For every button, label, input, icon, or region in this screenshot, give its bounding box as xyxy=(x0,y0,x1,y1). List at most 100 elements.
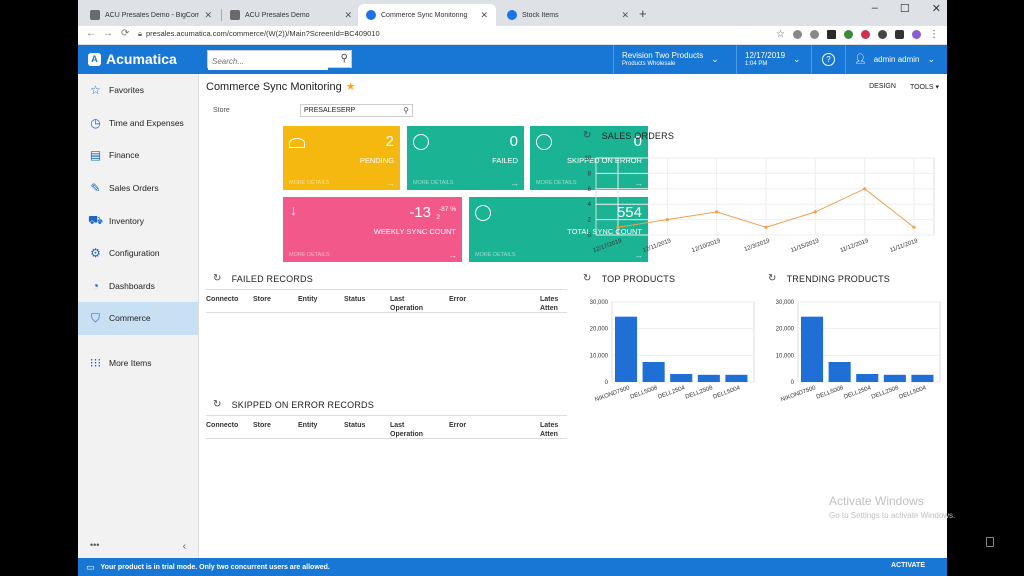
sidebar-item-favorites[interactable]: ☆ Favorites xyxy=(78,74,198,107)
column-header[interactable]: Status xyxy=(344,296,366,303)
close-tab-icon[interactable]: ✕ xyxy=(344,9,352,20)
bigcommerce-favicon-icon xyxy=(90,10,100,20)
forward-icon[interactable]: → xyxy=(103,28,113,39)
menu-kebab-icon[interactable]: ⋮ xyxy=(929,29,939,40)
more-options-icon[interactable]: ••• xyxy=(90,540,100,550)
data-point xyxy=(912,225,916,229)
y-tick-label: 10 xyxy=(584,156,591,162)
address-bar: ← → ⟳ 🔒︎ presales.acumatica.com/commerce/… xyxy=(78,26,947,45)
maximize-icon[interactable]: ☐ xyxy=(899,3,910,15)
pending-tile[interactable]: 2 PENDING MORE DETAILS → xyxy=(283,126,400,190)
y-tick-label: 0 xyxy=(605,380,609,386)
search-icon[interactable]: ⚲ xyxy=(340,53,348,64)
refresh-icon[interactable]: ↻ xyxy=(583,273,592,284)
refresh-icon[interactable]: ↻ xyxy=(583,130,592,141)
tab-presales-demo[interactable]: ACU Presales Demo ✕ xyxy=(222,4,360,26)
help-button[interactable]: ? xyxy=(811,45,845,74)
back-icon[interactable]: ← xyxy=(86,28,96,39)
y-tick-label: 6 xyxy=(588,187,592,193)
refresh-icon[interactable]: ↻ xyxy=(213,399,222,410)
sidebar-item-finance[interactable]: ▤ Finance xyxy=(89,148,140,163)
failed-tile[interactable]: 0 FAILED MORE DETAILS → xyxy=(407,126,524,190)
alarm-clock-icon xyxy=(413,134,429,150)
date-selector[interactable]: 12/17/2019 1:04 PM ⌄ xyxy=(736,45,811,74)
column-header[interactable]: Lates Atten xyxy=(540,296,559,312)
x-tick-label: DELL5004 xyxy=(898,385,927,401)
store-selector[interactable]: PRESALESERP ⚲ xyxy=(300,104,413,117)
tab-commerce-sync[interactable]: Commerce Sync Monitoring ✕ xyxy=(358,4,496,26)
bar xyxy=(725,374,748,382)
sidebar-item-sales-orders[interactable]: ✎ Sales Orders xyxy=(78,172,198,205)
column-header[interactable]: Connecto xyxy=(206,296,239,303)
user-menu[interactable]: 👤︎ admin admin ⌄ xyxy=(845,45,947,74)
sidebar-item-configuration[interactable]: ⚙ Configuration xyxy=(78,237,198,270)
extension-icon[interactable] xyxy=(810,30,819,39)
column-header[interactable]: Entity xyxy=(298,422,318,429)
extension-icon[interactable] xyxy=(844,30,853,39)
x-tick-label: DELL2504 xyxy=(657,385,686,401)
close-window-icon[interactable]: ✕ xyxy=(931,3,941,15)
search-icon[interactable]: ⚲ xyxy=(403,106,409,115)
search-input[interactable] xyxy=(208,53,328,70)
profile-avatar-icon[interactable] xyxy=(912,30,921,39)
refresh-icon[interactable]: ↻ xyxy=(768,273,777,284)
reload-icon[interactable]: ⟳ xyxy=(121,28,130,39)
basket-icon: ⛉ xyxy=(90,310,100,325)
extension-icon[interactable] xyxy=(861,30,870,39)
tab-bigcommerce[interactable]: ACU Presales Demo - BigComm ✕ xyxy=(82,4,220,26)
column-header[interactable]: Error xyxy=(449,422,467,429)
alarm-clock-icon xyxy=(536,134,552,150)
acumatica-logo[interactable]: A Acumatica xyxy=(88,51,177,67)
column-header[interactable]: Lates Atten xyxy=(540,422,559,438)
extension-icon[interactable] xyxy=(878,30,887,39)
gear-icon: ⚙ xyxy=(90,246,101,261)
weekly-sync-tile[interactable]: ↓ -13 -87 % 2 WEEKLY SYNC COUNT MORE DET… xyxy=(283,197,462,262)
collapse-sidebar-icon[interactable]: ‹ xyxy=(182,541,186,552)
close-tab-icon[interactable]: ✕ xyxy=(621,9,629,20)
sidebar-item-time-and-expenses[interactable]: ◷ Time and Expenses xyxy=(78,107,198,140)
sidebar-item-commerce[interactable]: ⛉ Commerce xyxy=(78,302,198,335)
column-header[interactable]: Store xyxy=(253,296,271,303)
extension-icon[interactable] xyxy=(827,30,836,39)
design-button[interactable]: DESIGN xyxy=(869,83,896,90)
close-tab-icon[interactable]: ✕ xyxy=(204,9,212,20)
sidebar-item-dashboards[interactable]: ◔ Dashboards xyxy=(78,270,198,303)
y-tick-label: 8 xyxy=(588,171,592,177)
notification-icon[interactable] xyxy=(986,537,994,547)
favorite-star-icon[interactable]: ★ xyxy=(345,81,356,93)
column-header[interactable]: Error xyxy=(449,296,467,303)
column-header[interactable]: Last Operation xyxy=(390,296,424,312)
tab-stock-items[interactable]: Stock Items ✕ xyxy=(499,4,637,26)
refresh-icon[interactable]: ↻ xyxy=(213,273,222,284)
top-products-title: ↻ TOP PRODUCTS xyxy=(583,273,676,284)
lock-icon: 🔒︎ xyxy=(138,29,142,38)
extension-icon[interactable] xyxy=(793,30,802,39)
column-header[interactable]: Connecto xyxy=(206,422,239,429)
y-tick-label: 30,000 xyxy=(590,300,609,306)
page-title: Commerce Sync Monitoring ★ xyxy=(206,81,356,93)
global-search: ⚲ xyxy=(207,50,352,70)
bookmark-star-icon[interactable]: ☆ xyxy=(776,29,785,40)
app-header: A Acumatica ⚲ Revision Two Products Prod… xyxy=(78,45,947,74)
truck-icon: ⛟ xyxy=(87,212,104,227)
store-label: Store xyxy=(213,107,230,114)
column-header[interactable]: Status xyxy=(344,422,366,429)
url-field[interactable]: 🔒︎ presales.acumatica.com/commerce/(W(2))… xyxy=(138,29,380,38)
arrow-right-icon: → xyxy=(634,178,643,188)
extension-icon[interactable] xyxy=(895,30,904,39)
minimize-icon[interactable]: – xyxy=(871,2,878,14)
column-header[interactable]: Entity xyxy=(298,296,318,303)
x-tick-label: 11/12/2019 xyxy=(839,238,869,254)
column-header[interactable]: Last Operation xyxy=(390,422,424,438)
sidebar-item-more-items[interactable]: ⁝⁝⁝ More Items xyxy=(89,356,152,371)
help-icon: ? xyxy=(822,53,835,66)
tools-button[interactable]: TOOLS ▾ xyxy=(909,84,939,91)
y-tick-label: 10,000 xyxy=(590,353,609,359)
activate-button[interactable]: ACTIVATE xyxy=(891,562,925,569)
column-header[interactable]: Store xyxy=(253,422,271,429)
chevron-down-icon: ⌄ xyxy=(927,54,936,64)
new-tab-button[interactable]: + xyxy=(639,6,647,21)
close-tab-icon[interactable]: ✕ xyxy=(480,9,488,20)
sidebar-item-inventory[interactable]: ⛟ Inventory xyxy=(87,212,144,227)
company-selector[interactable]: Revision Two Products Products Wholesale… xyxy=(613,45,736,74)
